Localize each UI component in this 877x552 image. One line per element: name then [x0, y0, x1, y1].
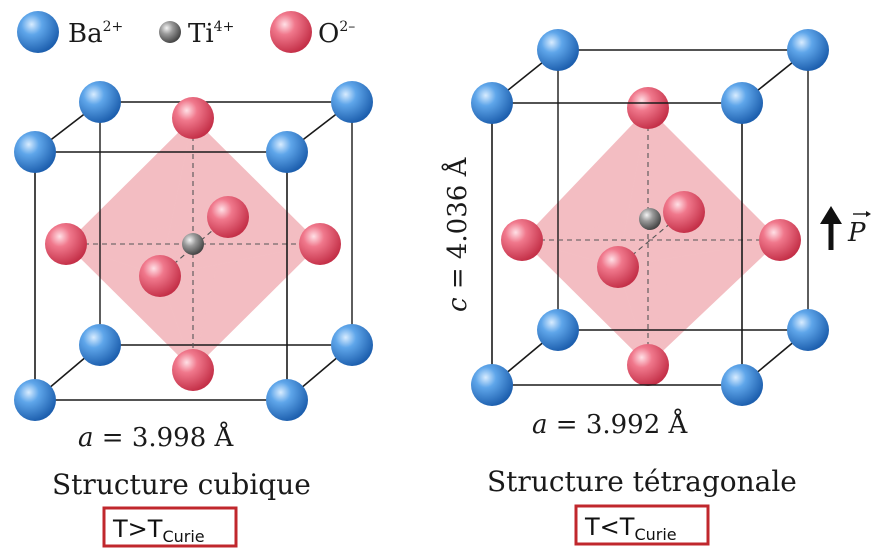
tetragonal-octahedron [522, 108, 780, 365]
legend-o-label: O [318, 19, 339, 49]
cubic-o-atom [139, 255, 181, 297]
tetragonal-ba-atom [721, 82, 763, 124]
tetragonal-ba-atom [537, 29, 579, 71]
cubic-ba-atom [266, 379, 308, 421]
cubic-title: Structure cubique [52, 468, 311, 501]
cubic-o-atom [172, 349, 214, 391]
tetragonal-o-atom [627, 87, 669, 129]
cubic-ba-atom [14, 379, 56, 421]
cubic-condition: T>TCurie [112, 515, 205, 546]
cubic-ba-atom [266, 131, 308, 173]
cubic-ba-atom [331, 324, 373, 366]
legend-ba-charge: 2+ [103, 19, 124, 35]
polarization-label: P [847, 218, 866, 248]
tetragonal-lattice-a: a = 3.992 Å [532, 408, 689, 440]
tetragonal-o-atom [597, 246, 639, 288]
cubic-ba-atom [79, 324, 121, 366]
cubic-o-atom [172, 97, 214, 139]
polarization-arrow-icon [820, 206, 842, 250]
tetragonal-axes [522, 108, 780, 365]
legend-o-atom-icon [270, 11, 312, 53]
tetragonal-condition: T<TCurie [584, 513, 677, 544]
tetragonal-ba-atom [537, 309, 579, 351]
legend-ti-label: Ti [188, 19, 214, 49]
legend-ti-atom-icon [159, 21, 181, 43]
tetragonal-condition-box [574, 504, 710, 546]
cubic-ba-atom [79, 81, 121, 123]
polarization-vector-mark [853, 211, 871, 217]
cubic-o-atom [45, 223, 87, 265]
tetragonal-ba-atom [787, 309, 829, 351]
svg-text:O2–: O2– [318, 19, 355, 49]
legend-ti-charge: 4+ [214, 19, 235, 35]
tetragonal-o-atom [501, 219, 543, 261]
tetragonal-o-atom [627, 344, 669, 386]
legend-ba-label: Ba [68, 19, 103, 49]
tetragonal-o-atom [663, 191, 705, 233]
cubic-structure: a = 3.998 Å Structure cubique T>TCurie [14, 81, 373, 548]
cubic-ba-atom [14, 131, 56, 173]
tetragonal-ti-atom [639, 208, 661, 230]
tetragonal-ba-atom [787, 29, 829, 71]
legend-ba-atom-icon [17, 11, 59, 53]
cubic-ba-atom [331, 81, 373, 123]
tetragonal-ba-atom [471, 364, 513, 406]
tetragonal-title: Structure tétragonale [487, 465, 797, 498]
legend: Ba2+ Ti4+ O2– [17, 11, 355, 53]
cubic-o-atom [299, 223, 341, 265]
cubic-condition-box [102, 506, 238, 548]
tetragonal-ba-atom [721, 364, 763, 406]
svg-text:Ti4+: Ti4+ [188, 19, 234, 49]
cubic-ti-atom [182, 233, 204, 255]
cubic-o-atom [207, 196, 249, 238]
tetragonal-structure: P c = 4.036 Å a = 3.992 Å Structure tétr… [441, 29, 871, 546]
cubic-lattice-a: a = 3.998 Å [78, 421, 235, 453]
tetragonal-lattice-c: c = 4.036 Å [441, 156, 473, 312]
svg-text:Ba2+: Ba2+ [68, 19, 123, 49]
legend-o-charge: 2– [339, 19, 355, 35]
tetragonal-o-atom [759, 219, 801, 261]
tetragonal-ba-atom [471, 82, 513, 124]
